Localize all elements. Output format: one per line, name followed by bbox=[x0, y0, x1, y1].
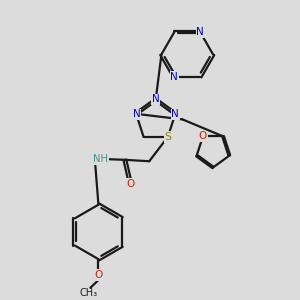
Text: NH: NH bbox=[93, 154, 108, 164]
Text: O: O bbox=[199, 131, 207, 141]
Text: O: O bbox=[94, 270, 103, 280]
Text: O: O bbox=[127, 178, 135, 189]
Text: CH₃: CH₃ bbox=[80, 288, 98, 298]
Text: N: N bbox=[170, 72, 178, 82]
Text: N: N bbox=[133, 110, 140, 119]
Text: S: S bbox=[164, 132, 171, 142]
Text: N: N bbox=[196, 27, 204, 37]
Text: N: N bbox=[152, 94, 160, 104]
Text: N: N bbox=[172, 110, 179, 119]
